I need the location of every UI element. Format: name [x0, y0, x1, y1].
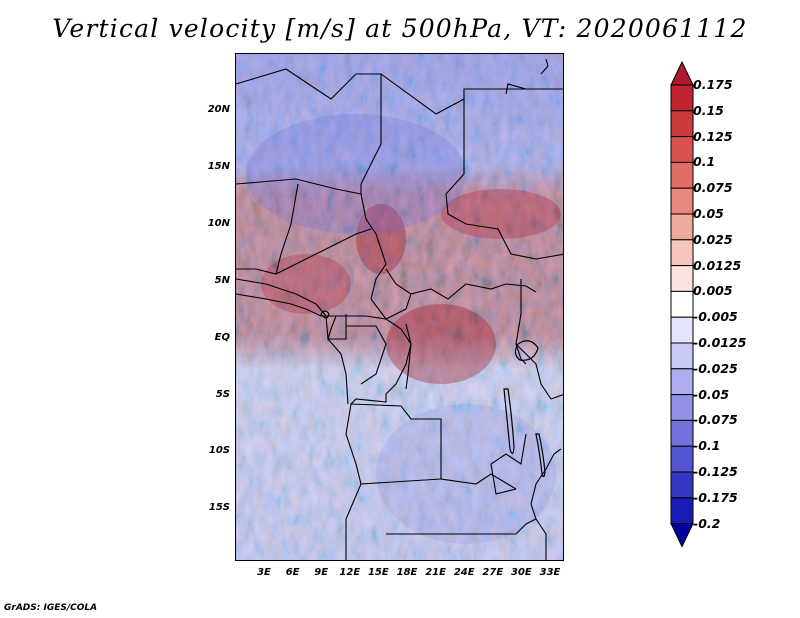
lon-tick-label: 6E	[285, 567, 300, 578]
colorbar-level-label: 0.05	[693, 206, 724, 221]
border-line	[360, 478, 442, 485]
lat-tick-label: 20N	[207, 104, 230, 115]
colorbar-level-label: 0.025	[693, 231, 733, 247]
convection-cluster	[261, 254, 351, 314]
colorbar-level-label: -0.025	[693, 360, 738, 376]
colorbar-level-label: -0.125	[693, 464, 738, 479]
border-line	[530, 448, 562, 520]
border-line	[441, 518, 547, 560]
colorbar-level-label: 0.175	[693, 77, 733, 92]
subsidence-region	[246, 114, 466, 234]
border-line	[540, 58, 549, 75]
colorbar-swatch	[670, 342, 694, 370]
lon-tick-label: 27E	[482, 567, 504, 578]
colorbar-top-arrow	[670, 60, 694, 86]
colorbar-swatch	[670, 161, 694, 189]
coastline	[327, 338, 349, 405]
lat-tick-label: 5S	[215, 389, 230, 400]
map-frame	[235, 53, 564, 561]
colorbar-level-label: -0.1	[693, 438, 721, 454]
colorbar-swatch	[670, 187, 694, 215]
border-line	[275, 183, 299, 275]
colorbar-swatch	[670, 445, 694, 473]
lon-tick-label: 30E	[511, 567, 532, 578]
lake-outlines	[320, 310, 546, 478]
convection-cluster	[356, 204, 406, 274]
lon-tick-label: 24E	[453, 567, 475, 578]
field-band	[236, 54, 563, 560]
border-line	[385, 268, 412, 295]
colorbar-level-label: 0.1	[693, 154, 716, 170]
colorbar-swatch	[670, 316, 694, 344]
border-line	[346, 325, 387, 385]
lake-victoria	[514, 340, 539, 361]
border-line	[445, 99, 563, 260]
colorbar-level-label: 0.005	[693, 283, 733, 299]
lat-tick-label: 10S	[208, 445, 230, 456]
lon-tick-label: 15E	[368, 567, 389, 578]
lon-tick-label: 21E	[425, 567, 446, 578]
lon-tick-label: 3E	[257, 567, 271, 578]
colorbar-bottom-arrow	[670, 523, 694, 548]
colorbar-level-label: -0.005	[693, 309, 738, 325]
colorbar-level-label: -0.2	[693, 515, 721, 531]
colorbar-swatch	[670, 265, 694, 292]
border-line	[236, 228, 372, 275]
colorbar-swatch	[670, 84, 694, 112]
colorbar-swatch	[670, 471, 694, 499]
colorbar-swatch	[670, 110, 694, 138]
vertical-velocity-field	[236, 54, 563, 560]
lon-tick-label: 12E	[339, 567, 361, 578]
convection-cluster	[386, 304, 496, 384]
lat-tick-label: 15N	[207, 161, 230, 172]
colorbar-swatch	[670, 419, 694, 447]
colorbar-swatch	[670, 213, 694, 241]
border-line	[345, 394, 387, 435]
colorbar-swatch	[670, 136, 694, 163]
lon-tick-label: 33E	[539, 567, 561, 578]
colorbar-swatch	[670, 290, 694, 318]
border-line	[515, 343, 563, 400]
border-line	[505, 83, 527, 95]
colorbar-level-label: -0.175	[693, 489, 738, 505]
border-line	[405, 323, 412, 390]
lat-tick-label: 15S	[208, 502, 230, 513]
colorbar-level-label: -0.075	[693, 412, 738, 428]
colorbar-level-label: 0.125	[693, 128, 733, 144]
lat-tick-label: 10N	[207, 218, 230, 229]
border-line	[360, 193, 387, 300]
border-line	[490, 433, 527, 495]
colorbar-level-label: 0.15	[693, 102, 724, 118]
lat-tick-label: 5N	[214, 275, 230, 286]
colorbar-level-label: 0.0125	[693, 257, 742, 273]
colorbar-swatch	[670, 368, 694, 396]
lon-tick-label: 18E	[396, 567, 418, 578]
subsidence-region	[376, 404, 556, 544]
colorbar-swatch	[670, 497, 694, 525]
colorbar-level-label: 0.075	[693, 180, 733, 196]
coastline	[236, 278, 329, 340]
border-line	[350, 403, 517, 490]
lat-tick-label: EQ	[214, 332, 230, 343]
border-line	[336, 283, 537, 320]
colorbar-swatch	[670, 239, 694, 267]
footer-credit: GrADS: IGES/COLA	[4, 603, 98, 613]
convection-cluster	[441, 189, 561, 239]
lake-tanganyika	[503, 388, 515, 455]
lake-malawi	[535, 433, 546, 478]
chart-title: Vertical velocity [m/s] at 500hPa, VT: 2…	[52, 14, 748, 43]
colorbar-level-label: -0.0125	[693, 335, 747, 350]
colorbar-level-label: -0.05	[693, 386, 730, 402]
lake-outline	[320, 310, 330, 319]
lon-tick-label: 9E	[314, 567, 329, 578]
colorbar	[670, 60, 694, 548]
colorbar-swatch	[670, 394, 694, 421]
